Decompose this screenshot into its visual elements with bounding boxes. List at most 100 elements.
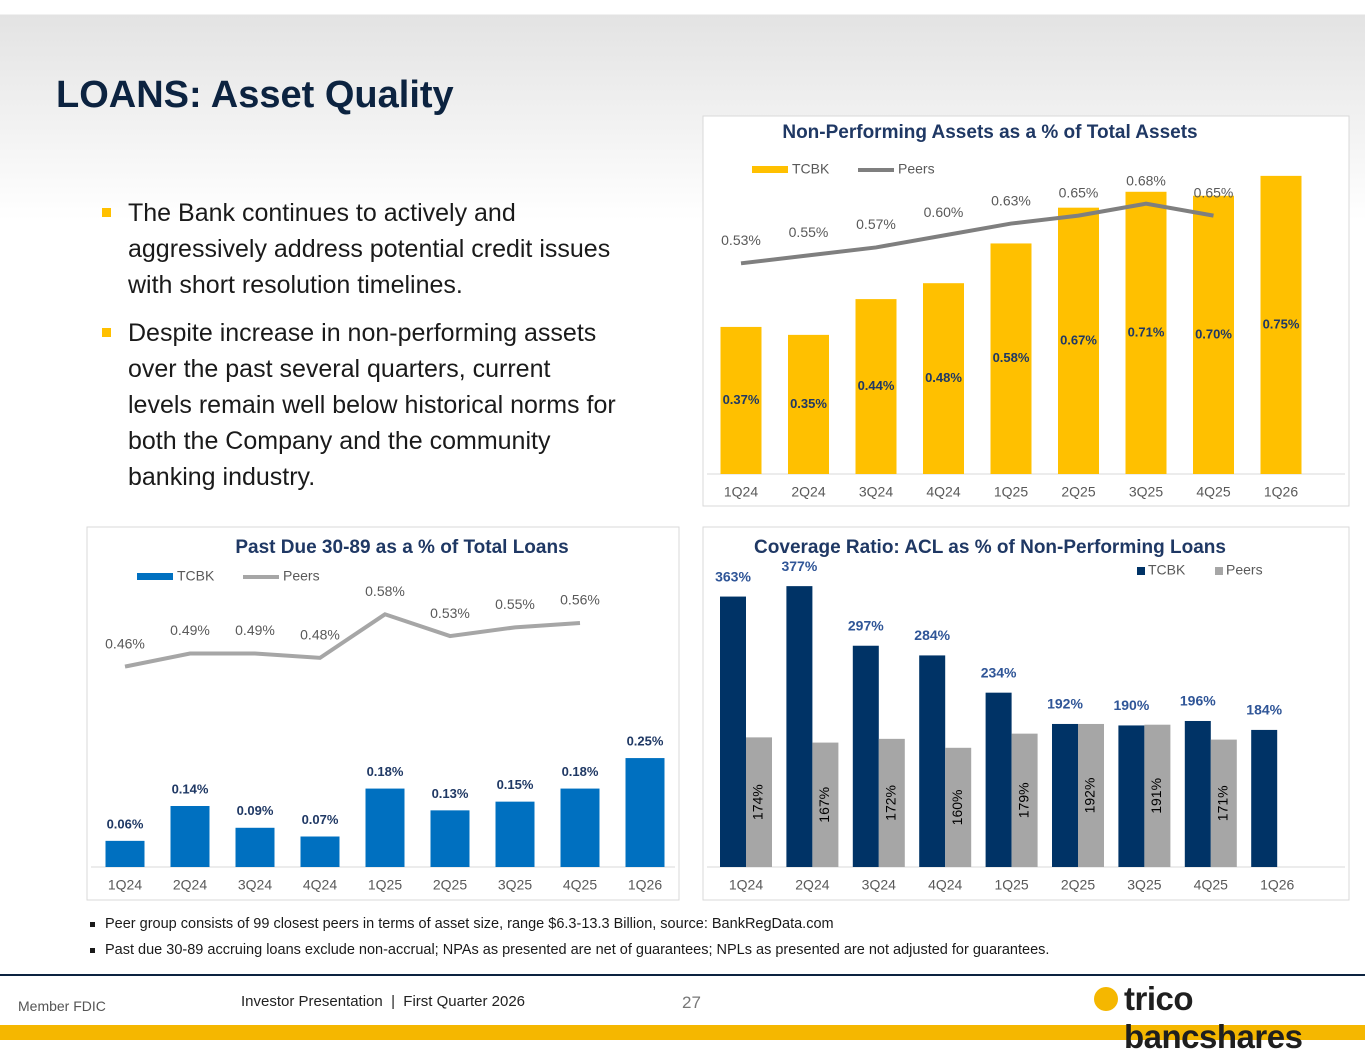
bar <box>786 586 813 867</box>
data-label: 192% <box>1047 696 1083 712</box>
bar <box>1118 725 1145 867</box>
logo: trico bancshares <box>1124 980 1303 1055</box>
bar <box>720 326 762 474</box>
data-label: 174% <box>750 784 766 820</box>
x-tick-label: 4Q25 <box>563 877 597 893</box>
bar <box>1011 733 1038 867</box>
bar <box>1260 175 1302 474</box>
data-label: 0.09% <box>237 803 274 818</box>
bullet: Despite increase in non-performing asset… <box>102 315 618 495</box>
bar <box>560 788 600 867</box>
bar <box>878 738 905 867</box>
footnote: Past due 30-89 accruing loans exclude no… <box>89 942 1050 958</box>
bar <box>1125 191 1167 474</box>
page-number: 27 <box>682 993 701 1012</box>
x-tick-label: 1Q25 <box>994 484 1028 500</box>
data-label: 167% <box>816 787 832 823</box>
bar <box>990 243 1032 474</box>
data-label: 297% <box>848 617 884 633</box>
bar <box>170 806 210 867</box>
data-label: 0.56% <box>560 592 600 608</box>
bullet: The Bank continues to actively and aggre… <box>102 195 618 303</box>
x-tick-label: 1Q25 <box>368 877 402 893</box>
x-tick-label: 3Q25 <box>498 877 532 893</box>
x-tick-label: 3Q25 <box>1127 877 1161 893</box>
data-label: 0.46% <box>105 635 145 651</box>
bar <box>1058 207 1099 475</box>
data-label: 0.25% <box>627 734 664 749</box>
bar <box>1193 195 1234 474</box>
bar <box>430 810 470 867</box>
bar <box>625 758 665 867</box>
legend-label: Peers <box>1226 562 1263 578</box>
data-label: 190% <box>1113 697 1149 713</box>
line <box>124 612 581 669</box>
data-label: 0.70% <box>1195 326 1232 341</box>
bar <box>746 737 772 867</box>
data-label: 0.65% <box>1059 184 1099 200</box>
bar <box>1052 723 1078 867</box>
slide-title: LOANS: Asset Quality <box>56 74 454 116</box>
data-label: 0.44% <box>858 378 895 393</box>
data-label: 0.55% <box>495 596 535 612</box>
data-label: 0.48% <box>925 370 962 385</box>
data-label: 0.53% <box>430 605 470 621</box>
x-tick-label: 4Q25 <box>1196 484 1230 500</box>
legend-swatch <box>1215 567 1223 575</box>
data-label: 0.06% <box>107 816 144 831</box>
data-label: 0.07% <box>302 812 339 827</box>
x-tick-label: 1Q24 <box>724 484 758 500</box>
data-label: 0.49% <box>235 622 275 638</box>
data-label: 363% <box>715 568 751 584</box>
bar <box>919 655 946 867</box>
data-label: 0.71% <box>1128 324 1165 339</box>
footnote: Peer group consists of 99 closest peers … <box>90 916 834 932</box>
bar <box>495 801 535 867</box>
footer-text: Investor Presentation | First Quarter 20… <box>241 993 526 1010</box>
x-tick-label: 1Q25 <box>994 877 1028 893</box>
data-label: 0.35% <box>790 396 827 411</box>
data-label: 192% <box>1082 778 1098 814</box>
data-label: 0.15% <box>497 777 534 792</box>
data-label: 0.67% <box>1060 332 1097 347</box>
data-label: 0.75% <box>1263 316 1300 331</box>
bar <box>985 692 1012 867</box>
x-tick-label: 2Q24 <box>173 877 207 893</box>
bar <box>812 742 839 867</box>
x-tick-label: 4Q24 <box>928 877 962 893</box>
x-tick-label: 1Q24 <box>108 877 142 893</box>
x-tick-label: 3Q24 <box>238 877 272 893</box>
legend-label: TCBK <box>1148 562 1186 578</box>
chart-title: Coverage Ratio: ACL as % of Non-Performi… <box>754 537 1226 558</box>
logo-icon <box>1094 987 1118 1011</box>
x-tick-label: 1Q24 <box>729 877 763 893</box>
legend-label: TCBK <box>792 161 830 177</box>
footer-band <box>0 1025 1365 1040</box>
data-label: 0.68% <box>1126 172 1166 188</box>
data-label: 0.65% <box>1194 184 1234 200</box>
data-label: 0.55% <box>789 224 829 240</box>
data-label: 179% <box>1015 782 1031 818</box>
data-label: 0.58% <box>993 350 1030 365</box>
data-label: 0.37% <box>723 392 760 407</box>
data-label: 0.60% <box>924 204 964 220</box>
legend-label: TCBK <box>177 568 215 584</box>
x-tick-label: 4Q24 <box>926 484 960 500</box>
x-tick-label: 2Q25 <box>1061 484 1095 500</box>
x-tick-label: 4Q24 <box>303 877 337 893</box>
data-label: 0.48% <box>300 627 340 643</box>
bar <box>788 334 829 474</box>
legend-label: Peers <box>898 161 935 177</box>
x-tick-label: 2Q24 <box>795 877 829 893</box>
bar <box>1251 729 1278 867</box>
x-tick-label: 2Q25 <box>433 877 467 893</box>
bar <box>235 827 275 867</box>
data-label: 160% <box>949 789 965 825</box>
bar <box>852 645 879 867</box>
x-tick-label: 3Q24 <box>862 877 896 893</box>
data-label: 0.13% <box>432 786 469 801</box>
bar <box>105 840 145 867</box>
x-tick-label: 2Q24 <box>791 484 825 500</box>
legend-label: Peers <box>283 568 320 584</box>
